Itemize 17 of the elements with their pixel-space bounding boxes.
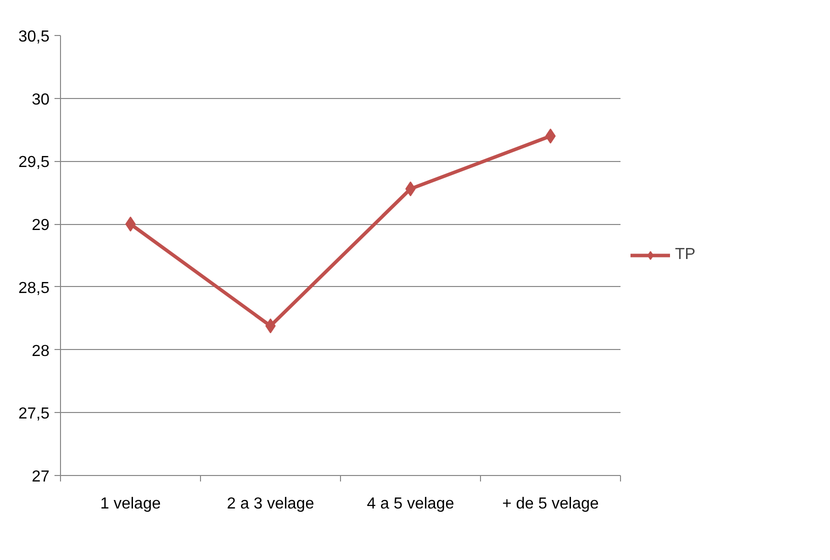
y-tick-label: 30,5 xyxy=(18,28,50,46)
x-tick-label: 2 a 3 velage xyxy=(226,496,314,512)
y-tick-label: 27 xyxy=(32,468,50,486)
y-tick-label: 28,5 xyxy=(18,280,50,297)
x-tick-label: 4 a 5 velage xyxy=(366,496,454,512)
x-tick-label: + de 5 velage xyxy=(502,496,599,512)
y-tick-label: 29 xyxy=(32,217,50,234)
x-tick-label: 1 velage xyxy=(100,496,161,512)
y-tick-label: 27,5 xyxy=(18,406,50,423)
legend-label: TP xyxy=(675,246,696,264)
y-tick-label: 28 xyxy=(32,342,50,360)
point xyxy=(125,216,136,232)
point xyxy=(545,128,556,144)
y-tick-label: 29,5 xyxy=(18,154,50,172)
point xyxy=(405,181,416,196)
y-tick-label: 30 xyxy=(32,91,50,108)
point xyxy=(265,318,276,334)
